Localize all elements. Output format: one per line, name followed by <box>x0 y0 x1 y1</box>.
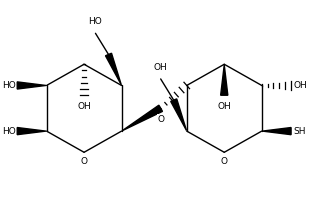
Text: OH: OH <box>294 81 307 90</box>
Polygon shape <box>17 127 46 135</box>
Polygon shape <box>122 105 163 131</box>
Polygon shape <box>171 99 187 130</box>
Polygon shape <box>262 127 291 135</box>
Text: OH: OH <box>77 102 91 112</box>
Text: HO: HO <box>2 81 16 90</box>
Text: HO: HO <box>2 127 16 136</box>
Text: HO: HO <box>89 17 102 26</box>
Text: O: O <box>157 115 164 124</box>
Polygon shape <box>221 65 228 95</box>
Text: O: O <box>221 157 228 166</box>
Text: SH: SH <box>294 127 306 136</box>
Text: OH: OH <box>217 102 231 112</box>
Text: OH: OH <box>154 63 168 72</box>
Text: O: O <box>80 157 88 166</box>
Polygon shape <box>17 82 46 89</box>
Polygon shape <box>105 53 121 85</box>
